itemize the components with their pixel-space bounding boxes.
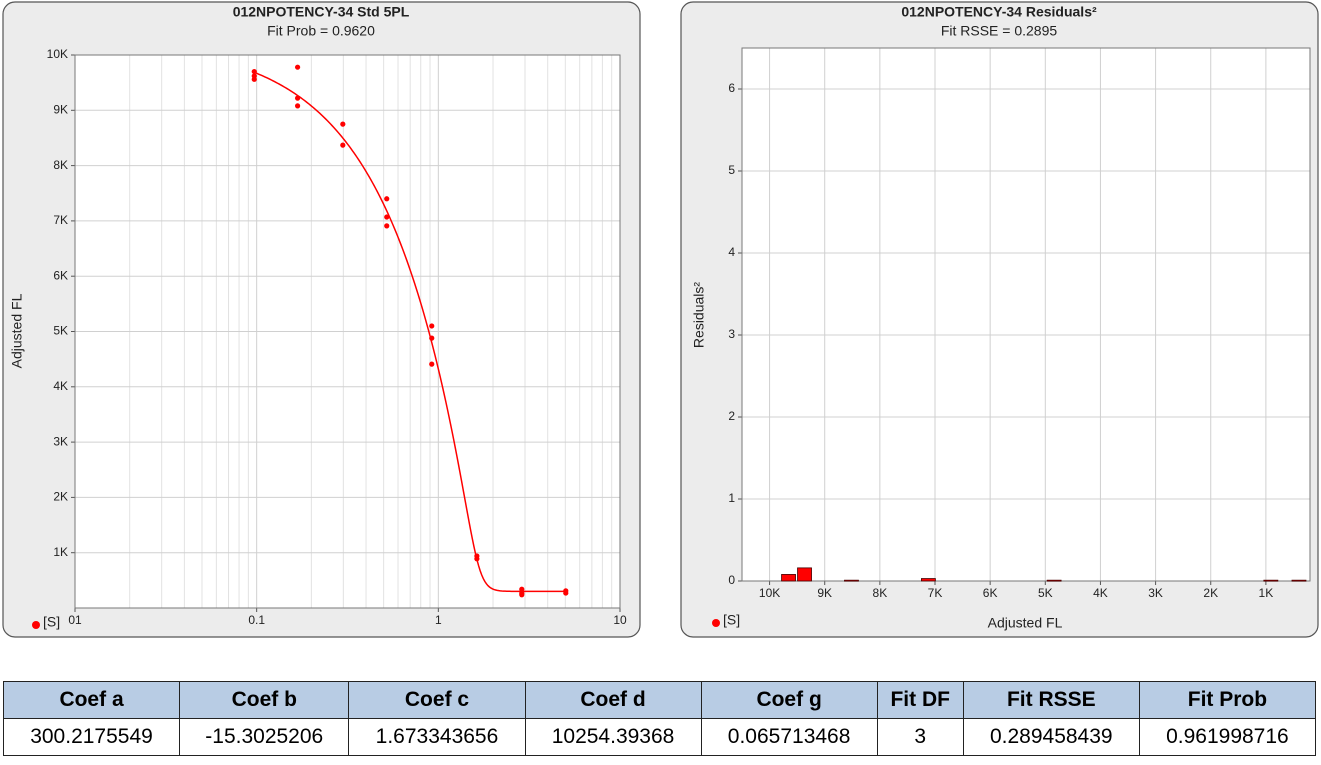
legend-label: [S] <box>43 614 60 630</box>
point <box>340 121 346 127</box>
x-tick-label: 9K <box>817 586 832 600</box>
coef-table: Coef a Coef b Coef c Coef d Coef g Fit D… <box>2 681 1317 756</box>
x-tick-label: 7K <box>928 586 943 600</box>
x-tick-label: 01 <box>68 613 82 627</box>
y-tick-label: 1K <box>53 545 68 559</box>
chart-subtitle: Fit RSSE = 0.2895 <box>941 23 1058 39</box>
chart-title: 012NPOTENCY-34 Std 5PL <box>233 4 410 20</box>
point <box>429 335 435 341</box>
y-tick-label: 4K <box>53 379 68 393</box>
header-cell: Coef b <box>179 681 350 719</box>
point <box>294 95 301 101</box>
legend-marker <box>32 621 40 629</box>
header-cell: Fit Prob <box>1138 681 1317 719</box>
x-tick-label: 10 <box>613 613 627 627</box>
x-tick-label: 10K <box>759 586 780 600</box>
y-tick-label: 6K <box>53 268 68 282</box>
cell: 0.289458439 <box>962 718 1140 756</box>
x-tick-label: 0.1 <box>248 613 265 627</box>
y-tick-label: 5 <box>728 163 735 177</box>
bar <box>781 574 796 582</box>
y-axis-label: Residuals² <box>691 282 707 348</box>
bar <box>1291 579 1307 582</box>
x-tick-label: 1 <box>435 613 442 627</box>
cell: 300.2175549 <box>2 718 181 756</box>
header-row: Coef a Coef b Coef c Coef d Coef g Fit D… <box>2 681 1317 719</box>
plot-border <box>74 54 621 609</box>
x-axis-label: Adjusted FL <box>988 615 1063 631</box>
y-tick-label: 3 <box>728 327 735 341</box>
plot-area <box>741 47 1311 582</box>
charts: 01 0.1 1 101K2K3K4K5K6K7K8K9K10K012NPOTENCY… <box>2 1 1319 638</box>
y-tick-label: 6 <box>728 81 735 95</box>
y-tick-label: 9K <box>53 102 68 116</box>
y-axis-label: Adjusted FL <box>9 293 25 368</box>
y-tick-label: 10K <box>47 47 68 61</box>
chart-title: 012NPOTENCY-34 Residuals² <box>901 4 1097 20</box>
y-tick-label: 4 <box>728 245 735 259</box>
legend-label: [S] <box>723 612 740 628</box>
cell: 3 <box>876 718 964 756</box>
point <box>474 556 480 562</box>
x-tick-label: 1K <box>1259 586 1274 600</box>
point <box>294 64 301 70</box>
point <box>384 223 390 229</box>
point <box>429 323 435 329</box>
plot-border <box>741 47 1311 582</box>
x-tick-label: 6K <box>983 586 998 600</box>
y-tick-label: 8K <box>53 158 68 172</box>
header-cell: Coef c <box>348 681 526 719</box>
cell: -15.3025206 <box>179 718 350 756</box>
point <box>429 361 435 367</box>
y-tick-label: 5K <box>53 324 68 338</box>
y-tick-label: 2 <box>728 409 735 423</box>
chart-subtitle: Fit Prob = 0.9620 <box>267 23 375 39</box>
cell: 0.961998716 <box>1138 718 1317 756</box>
cell: 1.673343656 <box>348 718 526 756</box>
bar <box>920 578 936 582</box>
header-cell: Coef g <box>700 681 878 719</box>
header-cell: Fit DF <box>876 681 964 719</box>
cell: 0.065713468 <box>700 718 878 756</box>
data-row: 300.2175549 -15.3025206 1.673343656 1025… <box>2 718 1317 756</box>
bar <box>797 567 812 582</box>
point <box>251 76 257 82</box>
point <box>384 196 390 202</box>
point <box>340 142 346 148</box>
point <box>563 590 569 596</box>
y-tick-label: 7K <box>53 213 68 227</box>
header-cell: Coef a <box>2 681 181 719</box>
bar <box>1263 579 1279 582</box>
point <box>519 592 525 598</box>
point <box>251 68 257 75</box>
x-tick-label: 3K <box>1148 586 1163 600</box>
x-tick-label: 2K <box>1203 586 1218 600</box>
header-cell: Coef d <box>524 681 702 719</box>
point <box>384 214 390 220</box>
fit-curve <box>253 71 566 593</box>
y-tick-label: 1 <box>728 491 735 505</box>
y-tick-label: 3K <box>53 434 68 448</box>
point <box>519 586 525 592</box>
header-cell: Fit RSSE <box>962 681 1140 719</box>
cell: 10254.39368 <box>524 718 702 756</box>
x-tick-label: 5K <box>1038 586 1053 600</box>
bar <box>844 579 859 582</box>
y-tick-label: 0 <box>728 573 735 587</box>
y-tick-label: 2K <box>53 490 68 504</box>
x-tick-label: 8K <box>873 586 888 600</box>
x-tick-label: 4K <box>1093 586 1108 600</box>
legend-marker <box>712 619 720 627</box>
point <box>294 103 301 109</box>
bar <box>1046 579 1062 582</box>
